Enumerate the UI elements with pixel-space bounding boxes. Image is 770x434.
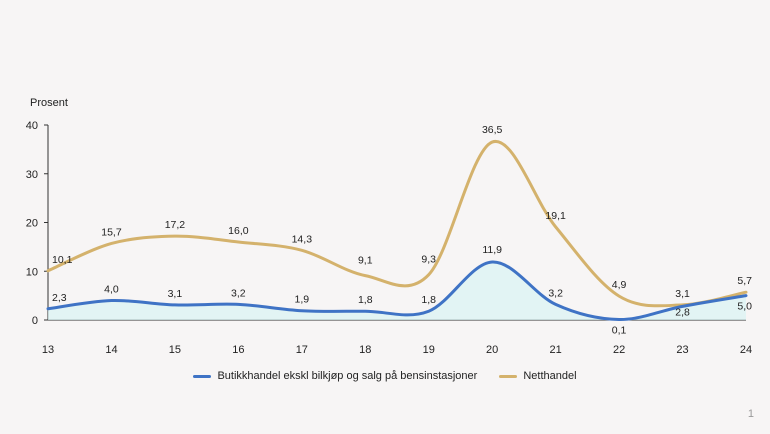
legend-swatch-butikkhandel xyxy=(193,374,212,378)
y-tick-label: 0 xyxy=(32,315,38,327)
series-line-butikkhandel xyxy=(46,260,748,322)
x-tick-label: 21 xyxy=(550,344,562,356)
data-label: 19,1 xyxy=(545,210,566,222)
data-label: 9,3 xyxy=(421,254,436,266)
x-tick-label: 14 xyxy=(105,344,117,356)
y-tick-label: 20 xyxy=(26,218,38,230)
data-label: 17,2 xyxy=(165,219,186,231)
x-tick-label: 20 xyxy=(486,344,498,356)
series-area-butikkhandel xyxy=(48,261,746,320)
data-label: 5,7 xyxy=(737,275,752,287)
data-label: 3,1 xyxy=(168,288,183,300)
x-tick-label: 18 xyxy=(359,344,371,356)
data-label: 4,9 xyxy=(612,279,627,291)
y-tick-label: 10 xyxy=(26,266,38,278)
data-label: 3,2 xyxy=(231,287,246,299)
x-tick-label: 16 xyxy=(232,344,244,356)
data-label: 16,0 xyxy=(228,225,249,237)
x-tick-label: 17 xyxy=(296,344,308,356)
x-tick-label: 22 xyxy=(613,344,625,356)
legend: Butikkhandel ekskl bilkjøp og salg på be… xyxy=(0,370,770,382)
y-tick-label: 40 xyxy=(26,120,38,132)
x-tick-label: 13 xyxy=(42,344,54,356)
data-label: 1,9 xyxy=(295,294,310,306)
legend-label-butikkhandel: Butikkhandel ekskl bilkjøp og salg på be… xyxy=(217,370,478,382)
data-label: 14,3 xyxy=(292,233,313,245)
data-label: 0,1 xyxy=(612,325,627,337)
x-tick-label: 19 xyxy=(423,344,435,356)
data-label: 36,5 xyxy=(482,124,503,136)
legend-label-netthandel: Netthandel xyxy=(523,370,577,382)
x-tick-label: 15 xyxy=(169,344,181,356)
data-label: 9,1 xyxy=(358,255,373,267)
data-label: 1,8 xyxy=(358,294,373,306)
data-label: 1,8 xyxy=(421,294,436,306)
data-label: 2,8 xyxy=(675,306,690,318)
y-tick-label: 30 xyxy=(26,169,38,181)
data-label: 2,3 xyxy=(52,292,67,304)
legend-item-butikkhandel: Butikkhandel ekskl bilkjøp og salg på be… xyxy=(193,370,477,382)
series-line-netthandel xyxy=(46,140,748,308)
page-number: 1 xyxy=(747,408,754,420)
y-axis-title: Prosent xyxy=(30,97,68,109)
data-label: 3,2 xyxy=(548,287,563,299)
data-label: 3,1 xyxy=(675,288,690,300)
data-label: 4,0 xyxy=(104,284,119,296)
data-label: 15,7 xyxy=(101,226,122,238)
x-tick-label: 24 xyxy=(740,344,752,356)
legend-swatch-netthandel xyxy=(499,374,518,378)
legend-item-netthandel: Netthandel xyxy=(499,370,577,382)
data-label: 11,9 xyxy=(482,244,502,256)
data-label: 10,1 xyxy=(52,254,73,266)
x-tick-label: 23 xyxy=(676,344,688,356)
data-label: 5,0 xyxy=(737,301,752,313)
